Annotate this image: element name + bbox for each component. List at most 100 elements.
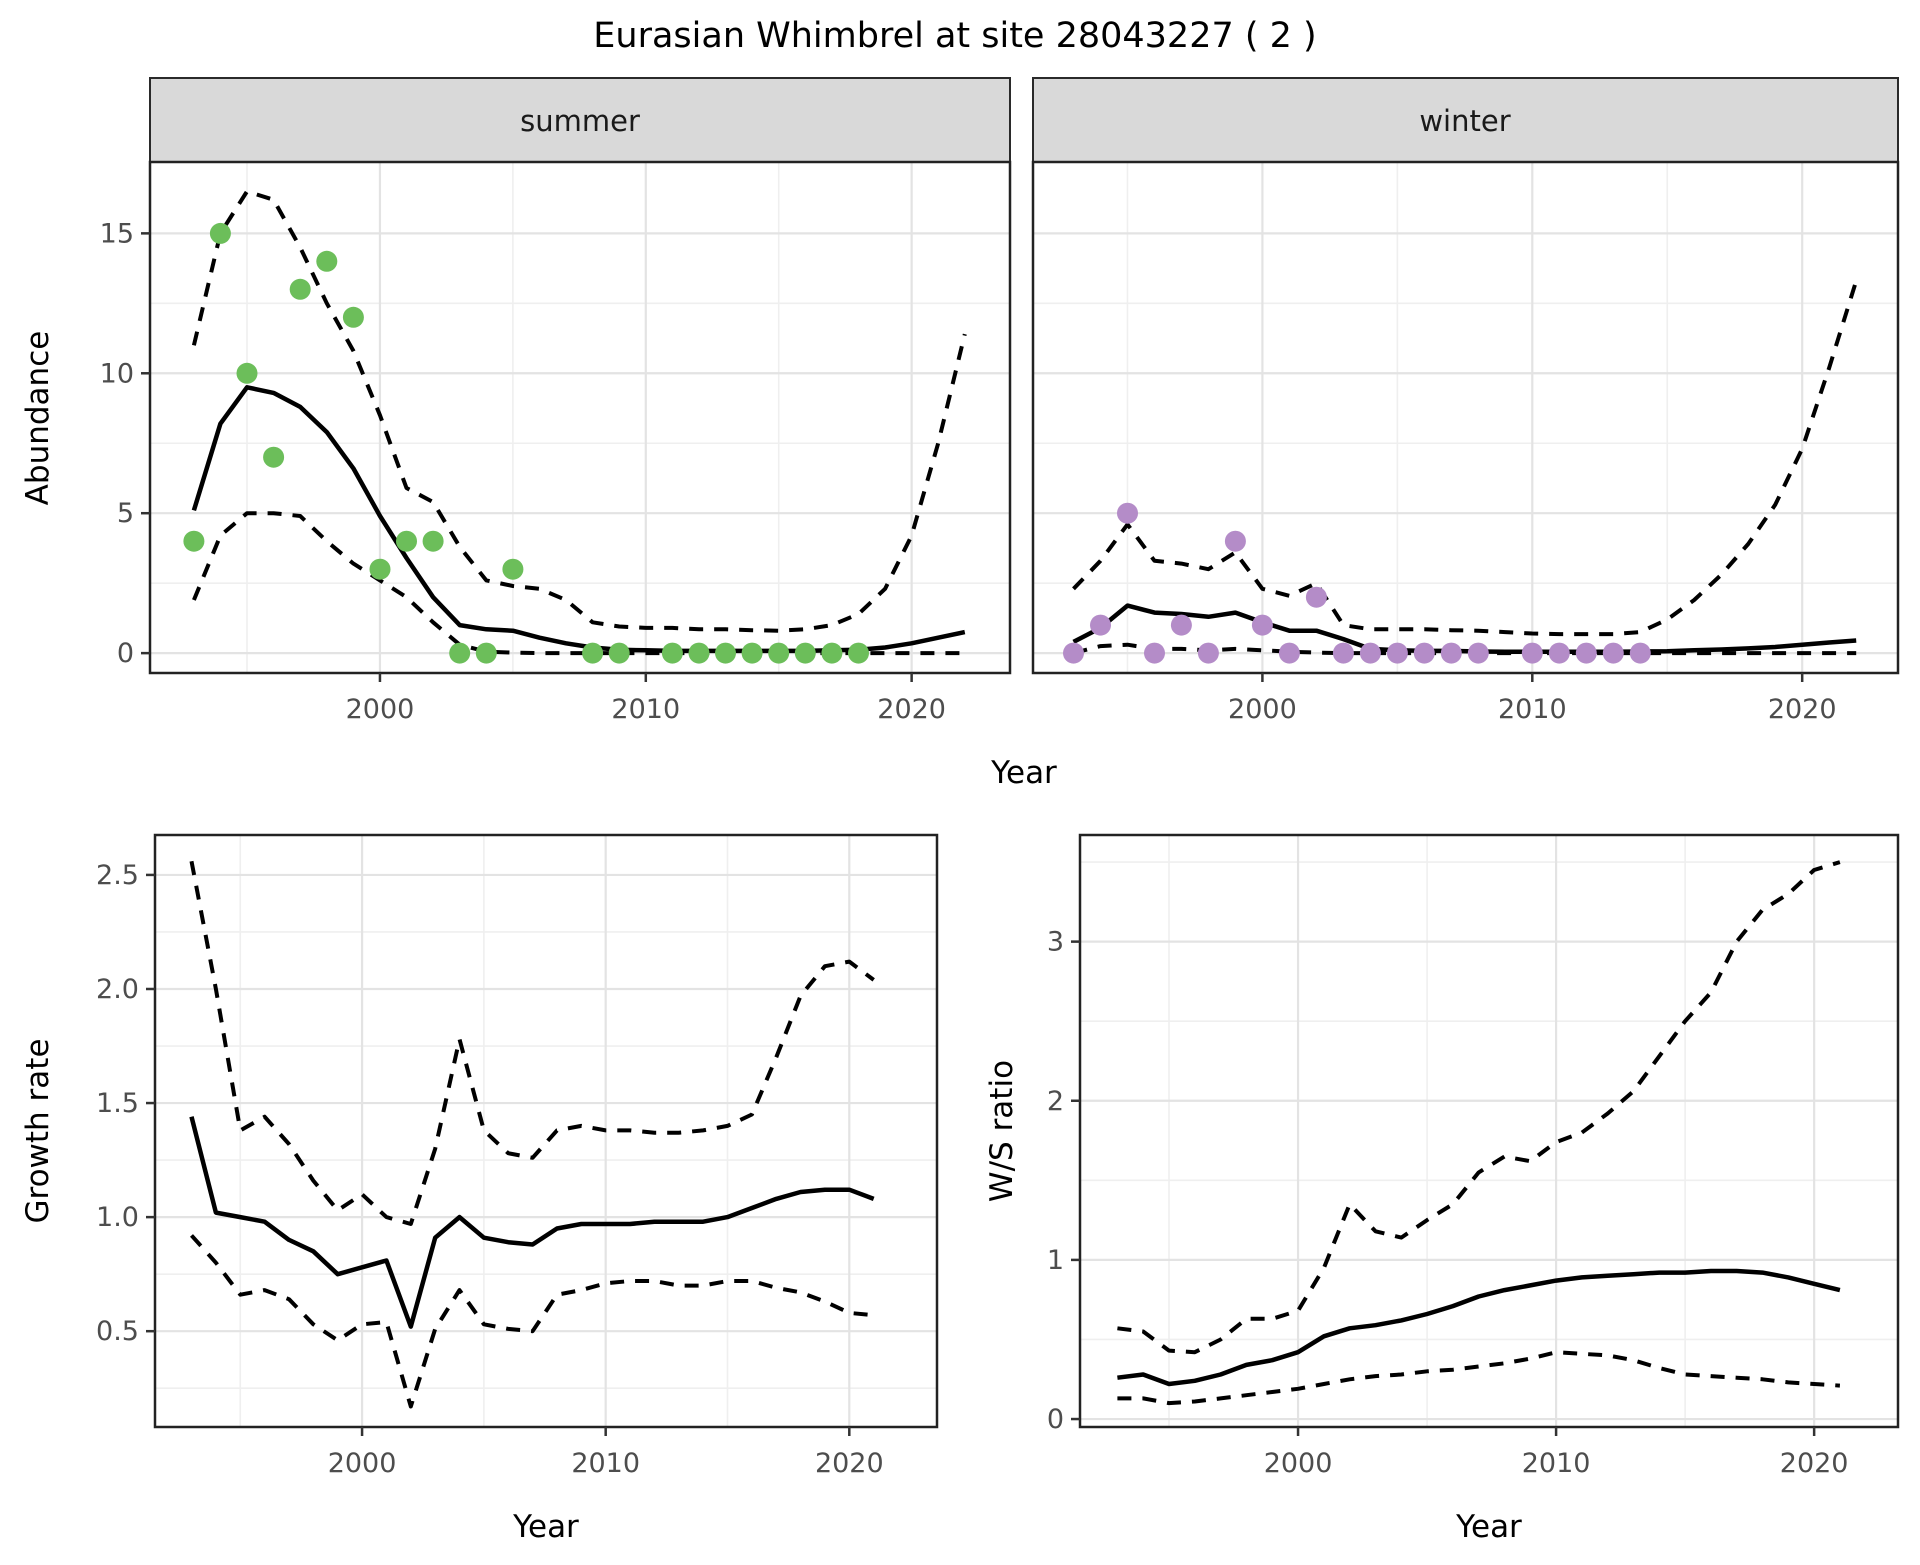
x-axis-label-year-growth: Year — [512, 1509, 579, 1545]
observed-point — [661, 642, 683, 664]
x-tick-label: 2010 — [611, 694, 680, 725]
facet-strip-summer — [149, 77, 1011, 163]
observed-point — [236, 362, 258, 384]
observed-point — [1521, 642, 1543, 664]
observed-point — [1063, 642, 1084, 664]
panel-abundance_summer: 2000 2010 2020 0 5 10 15 — [100, 160, 1012, 725]
y-tick-label: 2.0 — [96, 974, 139, 1005]
facet-strip-winter-label: winter — [1419, 104, 1510, 138]
y-tick-label: 0.5 — [96, 1316, 139, 1347]
observed-point — [688, 642, 710, 664]
y-tick-label: 2 — [1047, 1086, 1064, 1117]
facet-strip-summer-label: summer — [520, 104, 640, 138]
observed-point — [369, 558, 391, 580]
observed-point — [1090, 614, 1111, 636]
observed-point — [1548, 642, 1570, 664]
series-mean-line — [189, 1116, 875, 1329]
observed-point — [1440, 642, 1462, 664]
observed-point — [768, 642, 790, 664]
series-mean-line — [1072, 603, 1857, 654]
observed-point — [582, 642, 604, 664]
observed-point — [1278, 642, 1300, 664]
series-ci_upper-line — [189, 860, 875, 1226]
x-tick-label: 2020 — [1768, 694, 1837, 725]
y-tick-label: 2.5 — [96, 860, 139, 891]
observed-point — [1467, 642, 1489, 664]
panel-border — [148, 160, 1012, 675]
observed-point — [209, 222, 231, 244]
observed-point — [1117, 502, 1138, 524]
series-mean-line — [1117, 1268, 1841, 1387]
x-tick-label: 2000 — [346, 694, 415, 725]
panel-border — [1078, 833, 1900, 1429]
observed-point — [449, 642, 471, 664]
observed-point — [316, 250, 338, 272]
x-tick-label: 2020 — [877, 694, 946, 725]
observed-point — [848, 642, 869, 664]
x-tick-label: 2000 — [328, 1448, 397, 1479]
x-tick-label: 2020 — [815, 1448, 884, 1479]
observed-point — [1386, 642, 1408, 664]
x-tick-label: 2010 — [1498, 694, 1567, 725]
observed-point — [289, 278, 311, 300]
observed-point — [183, 530, 205, 552]
observed-point — [741, 642, 763, 664]
y-axis-label-growth-rate: Growth rate — [20, 1038, 56, 1223]
observed-point — [422, 530, 444, 552]
observed-point — [1602, 642, 1624, 664]
observed-point — [1170, 614, 1192, 636]
observed-point — [1144, 642, 1165, 664]
observed-point — [1359, 642, 1381, 664]
y-tick-label: 15 — [100, 218, 134, 249]
observed-point — [715, 642, 736, 664]
observed-point — [821, 642, 843, 664]
x-tick-label: 2000 — [1264, 1448, 1333, 1479]
facet-strip-winter — [1032, 77, 1899, 163]
y-tick-label: 1.5 — [96, 1088, 139, 1119]
observed-point — [1197, 642, 1219, 664]
observed-point — [608, 642, 630, 664]
observed-point — [396, 530, 417, 552]
panel-border — [153, 833, 939, 1429]
y-axis-label-ws-ratio: W/S ratio — [984, 1060, 1020, 1202]
x-tick-label: 2010 — [571, 1448, 640, 1479]
series-ci_lower-line — [1117, 1350, 1841, 1406]
observed-point — [1251, 614, 1273, 636]
observed-point — [1575, 642, 1597, 664]
panel-growth_rate: 2000 2010 2020 0.5 1.0 1.5 2.0 2.5 — [96, 833, 939, 1479]
x-tick-label: 2000 — [1228, 694, 1297, 725]
series-ci_lower-line — [190, 1234, 874, 1409]
y-tick-label: 1.0 — [96, 1202, 139, 1233]
observed-point — [502, 558, 524, 580]
x-tick-label: 2020 — [1780, 1448, 1849, 1479]
observed-point — [342, 306, 364, 328]
panel-ws_ratio: 2000 2010 2020 0 1 2 3 — [1047, 833, 1900, 1479]
y-tick-label: 10 — [100, 358, 134, 389]
x-tick-label: 2010 — [1522, 1448, 1591, 1479]
y-tick-label: 3 — [1047, 927, 1064, 958]
observed-point — [263, 446, 285, 468]
y-tick-label: 0 — [1047, 1404, 1064, 1435]
y-tick-label: 5 — [117, 498, 134, 529]
observed-point — [1224, 530, 1246, 552]
x-axis-label-year-top: Year — [990, 755, 1057, 791]
y-tick-label: 0 — [117, 638, 134, 669]
x-axis-label-year-ws: Year — [1455, 1509, 1522, 1545]
observed-point — [1305, 586, 1327, 608]
observed-point — [1413, 642, 1435, 664]
panel-border — [1031, 160, 1900, 675]
chart-title: Eurasian Whimbrel at site 28043227 ( 2 ) — [593, 16, 1316, 56]
panel-abundance_winter: 2000 2010 2020 — [1031, 160, 1900, 725]
series-ci_upper-line — [1117, 860, 1841, 1355]
series-ci_upper-line — [1072, 280, 1859, 637]
series-ci_upper-line — [191, 189, 967, 633]
observed-point — [794, 642, 816, 664]
observed-point — [1629, 642, 1651, 664]
observed-point — [475, 642, 497, 664]
observed-point — [1332, 642, 1354, 664]
series-ci_lower-line — [192, 511, 965, 656]
y-axis-label-abundance: Abundance — [20, 331, 56, 506]
